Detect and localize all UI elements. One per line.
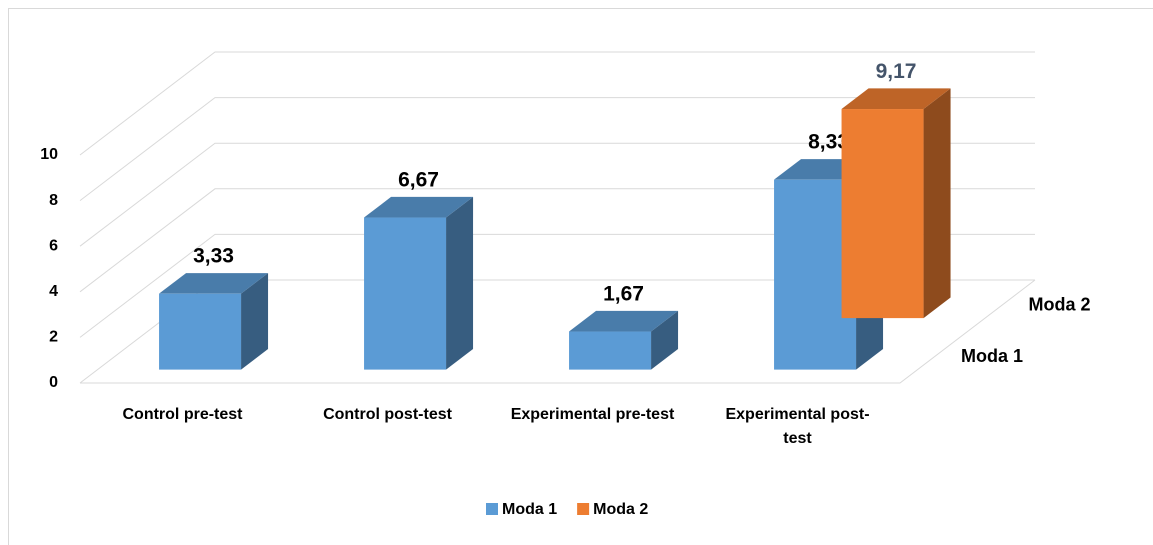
x-tick-label: Experimental pre-test bbox=[510, 406, 675, 423]
legend-label: Moda 1 bbox=[502, 501, 557, 518]
bar-side bbox=[241, 273, 269, 370]
legend-swatch bbox=[486, 503, 498, 515]
legend-swatch bbox=[577, 503, 590, 515]
value-label: 3,33 bbox=[193, 245, 234, 268]
y-tick-label: 10 bbox=[40, 146, 58, 163]
bar bbox=[364, 196, 474, 370]
floor-edge bbox=[80, 279, 1036, 384]
bar bbox=[159, 273, 269, 370]
bar-front bbox=[159, 293, 242, 370]
bar-top bbox=[841, 88, 951, 110]
y-tick-label: 8 bbox=[49, 192, 58, 209]
x-tick-label: Control post-test bbox=[323, 406, 452, 423]
bar-front bbox=[841, 109, 924, 319]
bar bbox=[569, 310, 679, 370]
value-label: 9,17 bbox=[876, 60, 917, 83]
x-tick-label: Experimental post-test bbox=[725, 406, 870, 447]
x-tick-label: Control pre-test bbox=[122, 406, 243, 423]
y-tick-label: 6 bbox=[49, 237, 58, 254]
value-label: 1,67 bbox=[603, 282, 644, 305]
grid-line bbox=[79, 51, 1035, 156]
legend-label: Moda 2 bbox=[593, 501, 648, 518]
chart-border bbox=[8, 8, 1153, 545]
grid-line bbox=[79, 233, 1035, 338]
bar-side bbox=[651, 310, 679, 370]
grid-line bbox=[79, 97, 1035, 201]
bar-side bbox=[446, 196, 474, 370]
y-tick-label: 4 bbox=[49, 283, 58, 300]
y-tick-label: 2 bbox=[49, 329, 58, 346]
depth-label: Moda 1 bbox=[961, 346, 1023, 366]
bar-top bbox=[364, 196, 474, 218]
bar-top bbox=[159, 273, 269, 294]
bar bbox=[841, 88, 951, 319]
y-tick-label: 0 bbox=[49, 374, 58, 391]
bar-top bbox=[569, 310, 679, 332]
value-label: 6,67 bbox=[398, 168, 439, 191]
depth-label: Moda 2 bbox=[1029, 295, 1091, 315]
grid-line bbox=[79, 142, 1035, 247]
bar-side bbox=[923, 88, 951, 319]
bar-front bbox=[364, 217, 447, 370]
value-label: 8,33 bbox=[808, 131, 849, 154]
bar-front bbox=[569, 331, 652, 370]
grid-line bbox=[79, 188, 1035, 293]
